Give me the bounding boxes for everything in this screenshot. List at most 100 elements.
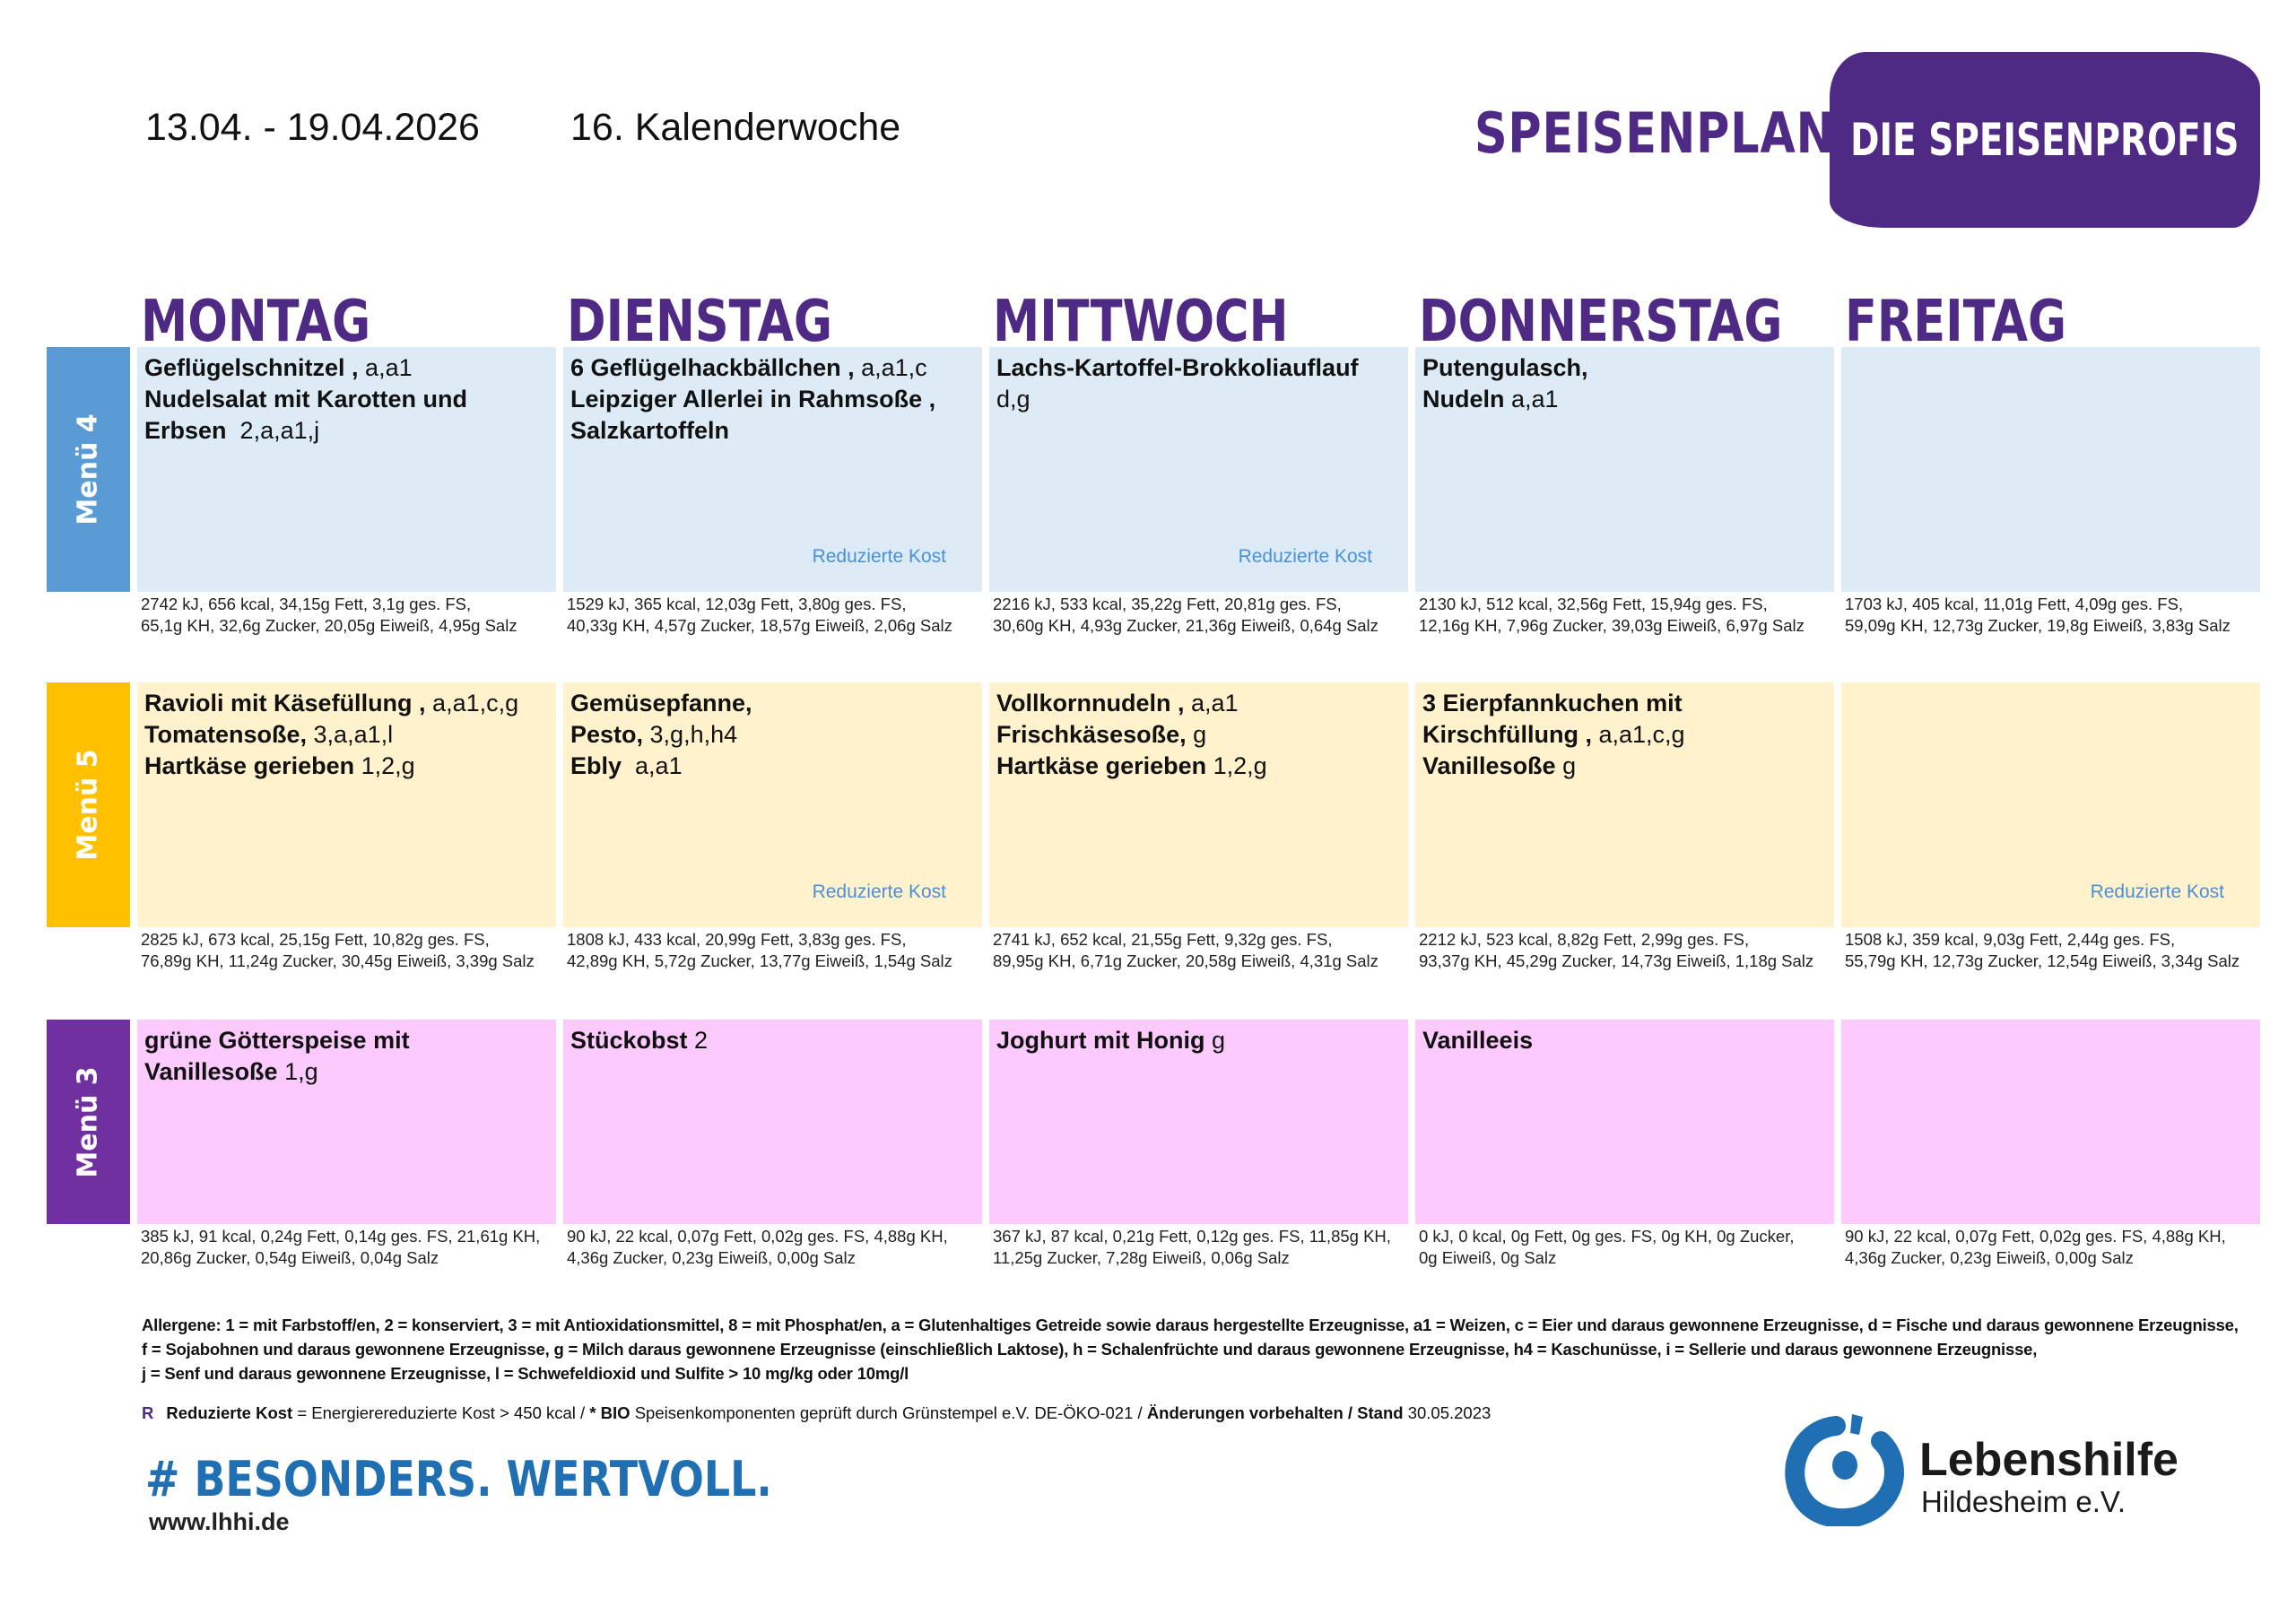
nutrition-line: 59,09g KH, 12,73g Zucker, 19,8g Eiweiß, … — [1845, 616, 2231, 635]
dish-name: Ebly — [570, 752, 622, 779]
dish-line: Ravioli mit Käsefüllung , a,a1,c,g — [144, 688, 549, 719]
dish-name: Hartkäse gerieben — [144, 752, 355, 779]
nutrition-info: 2216 kJ, 533 kcal, 35,22g Fett, 20,81g g… — [989, 594, 1415, 637]
dish-line: Kirschfüllung , a,a1,c,g — [1422, 719, 1827, 751]
dish-line: Pesto, 3,g,h,h4 — [570, 719, 975, 751]
nutrition-line: 40,33g KH, 4,57g Zucker, 18,57g Eiweiß, … — [567, 616, 952, 635]
nutrition-line: 0 kJ, 0 kcal, 0g Fett, 0g ges. FS, 0g KH… — [1419, 1227, 1795, 1246]
allergen-codes: a,a1 — [358, 354, 413, 381]
brand-name: DIE SPEISENPROFIS — [1850, 114, 2239, 166]
reduced-diet-badge: Reduzierte Kost — [812, 881, 946, 902]
allergen-line: f = Sojabohnen und daraus gewonnene Erze… — [142, 1340, 2038, 1359]
nutrition-line: 2216 kJ, 533 kcal, 35,22g Fett, 20,81g g… — [993, 595, 1342, 613]
dish-name: Frischkäsesoße, — [996, 721, 1187, 748]
menu-label-text: Menü 4 — [73, 413, 105, 525]
menu-label: Menü 3 — [47, 1020, 130, 1224]
lebenshilfe-logo-icon — [1785, 1414, 1904, 1526]
day-heading: FREITAG — [1845, 289, 2067, 355]
reduced-marker: R — [142, 1403, 154, 1422]
allergen-codes: a,a1,c,g — [1592, 721, 1685, 748]
dish-line: Stückobst 2 — [570, 1025, 975, 1056]
org-subtitle: Hildesheim e.V. — [1921, 1485, 2126, 1518]
legend-bio: * BIO — [589, 1403, 631, 1422]
dish-name: Gemüsepfanne, — [570, 690, 752, 716]
nutrition-info: 1808 kJ, 433 kcal, 20,99g Fett, 3,83g ge… — [563, 929, 989, 972]
menu-cell: Stückobst 2 — [563, 1020, 982, 1224]
dish-name: Vanillesoße — [144, 1058, 278, 1085]
nutrition-line: 2741 kJ, 652 kcal, 21,55g Fett, 9,32g ge… — [993, 930, 1333, 949]
dish-line: Nudeln a,a1 — [1422, 384, 1827, 415]
nutrition-line: 1508 kJ, 359 kcal, 9,03g Fett, 2,44g ges… — [1845, 930, 2176, 949]
nutrition-line: 30,60g KH, 4,93g Zucker, 21,36g Eiweiß, … — [993, 616, 1378, 635]
dish-name: Nudeln — [1422, 386, 1505, 413]
nutrition-line: 385 kJ, 91 kcal, 0,24g Fett, 0,14g ges. … — [141, 1227, 541, 1246]
nutrition-info: 90 kJ, 22 kcal, 0,07g Fett, 0,02g ges. F… — [563, 1226, 989, 1269]
nutrition-info: 2825 kJ, 673 kcal, 25,15g Fett, 10,82g g… — [137, 929, 563, 972]
legend-reduced: Reduzierte Kost — [166, 1403, 293, 1422]
menu-label-text: Menü 3 — [73, 1065, 105, 1178]
allergen-codes: 3,a,a1,l — [307, 721, 394, 748]
reduced-diet-badge: Reduzierte Kost — [812, 546, 946, 567]
day-heading: MITTWOCH — [993, 289, 1289, 355]
date-range: 13.04. - 19.04.2026 — [145, 106, 480, 149]
nutrition-line: 2825 kJ, 673 kcal, 25,15g Fett, 10,82g g… — [141, 930, 490, 949]
allergen-codes: 3,g,h,h4 — [643, 721, 738, 748]
menu-cell: Gemüsepfanne, Pesto, 3,g,h,h4 Ebly a,a1 Red… — [563, 682, 982, 927]
dish-line: Leipziger Allerlei in Rahmsoße , — [570, 384, 975, 415]
allergen-codes: d,g — [996, 386, 1031, 413]
page-title: SPEISENPLAN — [1474, 100, 1835, 166]
dish-line: Lachs-Kartoffel-Brokkoliauflauf — [996, 352, 1401, 384]
menu-cell: Joghurt mit Honig g — [989, 1020, 1408, 1224]
nutrition-info: 2741 kJ, 652 kcal, 21,55g Fett, 9,32g ge… — [989, 929, 1415, 972]
menu-cell: Vanilleeis — [1415, 1020, 1834, 1224]
nutrition-info: 90 kJ, 22 kcal, 0,07g Fett, 0,02g ges. F… — [1841, 1226, 2267, 1269]
nutrition-line: 2212 kJ, 523 kcal, 8,82g Fett, 2,99g ges… — [1419, 930, 1750, 949]
website-link[interactable]: www.lhhi.de — [149, 1508, 290, 1535]
allergen-codes: a,a1 — [1504, 386, 1559, 413]
dish-name: Vanilleeis — [1422, 1027, 1534, 1054]
org-name: Lebenshilfe — [1919, 1434, 2179, 1486]
menu-label: Menü 4 — [47, 347, 130, 592]
menu-cell: Reduzierte Kost — [1841, 682, 2260, 927]
dish-name: Ravioli mit Käsefüllung , — [144, 690, 426, 716]
allergen-codes: a,a1,c — [854, 354, 927, 381]
legend-date: 30.05.2023 — [1403, 1403, 1492, 1422]
dish-line: Erbsen 2,a,a1,j — [144, 415, 549, 447]
dish-line: grüne Götterspeise mit — [144, 1025, 549, 1056]
dish-name: Vollkornnudeln , — [996, 690, 1185, 716]
nutrition-line: 12,16g KH, 7,96g Zucker, 39,03g Eiweiß, … — [1419, 616, 1805, 635]
dish-name: grüne Götterspeise mit — [144, 1027, 410, 1054]
nutrition-line: 2130 kJ, 512 kcal, 32,56g Fett, 15,94g g… — [1419, 595, 1768, 613]
nutrition-line: 55,79g KH, 12,73g Zucker, 12,54g Eiweiß,… — [1845, 951, 2240, 970]
nutrition-line: 90 kJ, 22 kcal, 0,07g Fett, 0,02g ges. F… — [1845, 1227, 2226, 1246]
dish-name: Joghurt mit Honig — [996, 1027, 1205, 1054]
nutrition-line: 1529 kJ, 365 kcal, 12,03g Fett, 3,80g ge… — [567, 595, 907, 613]
nutrition-line: 4,36g Zucker, 0,23g Eiweiß, 0,00g Salz — [1845, 1248, 2134, 1267]
dish-line: Ebly a,a1 — [570, 751, 975, 782]
allergen-codes: g — [1186, 721, 1207, 748]
dish-line: 6 Geflügelhackbällchen , a,a1,c — [570, 352, 975, 384]
menu-cell: Geflügelschnitzel , a,a1 Nudelsalat mit K… — [137, 347, 556, 592]
day-heading: MONTAG — [141, 289, 371, 355]
dish-line: 3 Eierpfannkuchen mit — [1422, 688, 1827, 719]
nutrition-info: 2130 kJ, 512 kcal, 32,56g Fett, 15,94g g… — [1415, 594, 1841, 637]
dish-line: Vanillesoße 1,g — [144, 1056, 549, 1088]
dish-name: Nudelsalat mit Karotten und — [144, 386, 468, 413]
dish-name: Kirschfüllung , — [1422, 721, 1592, 748]
dish-line: Gemüsepfanne, — [570, 688, 975, 719]
nutrition-line: 1703 kJ, 405 kcal, 11,01g Fett, 4,09g ge… — [1845, 595, 2184, 613]
reduced-diet-badge: Reduzierte Kost — [2090, 881, 2224, 902]
menu-cell: 3 Eierpfannkuchen mit Kirschfüllung , a,a… — [1415, 682, 1834, 927]
allergen-codes: 2,a,a1,j — [226, 417, 320, 444]
nutrition-line: 11,25g Zucker, 7,28g Eiweiß, 0,06g Salz — [993, 1248, 1290, 1267]
nutrition-line: 42,89g KH, 5,72g Zucker, 13,77g Eiweiß, … — [567, 951, 952, 970]
day-heading: DONNERSTAG — [1419, 289, 1783, 355]
nutrition-info: 2212 kJ, 523 kcal, 8,82g Fett, 2,99g ges… — [1415, 929, 1841, 972]
dish-line: Geflügelschnitzel , a,a1 — [144, 352, 549, 384]
dish-line: Tomatensoße, 3,a,a1,l — [144, 719, 549, 751]
nutrition-info: 367 kJ, 87 kcal, 0,21g Fett, 0,12g ges. … — [989, 1226, 1415, 1269]
menu-label: Menü 5 — [47, 682, 130, 927]
nutrition-line: 65,1g KH, 32,6g Zucker, 20,05g Eiweiß, 4… — [141, 616, 517, 635]
allergen-codes: g — [1205, 1027, 1225, 1054]
menu-cell: Ravioli mit Käsefüllung , a,a1,c,g Tomate… — [137, 682, 556, 927]
